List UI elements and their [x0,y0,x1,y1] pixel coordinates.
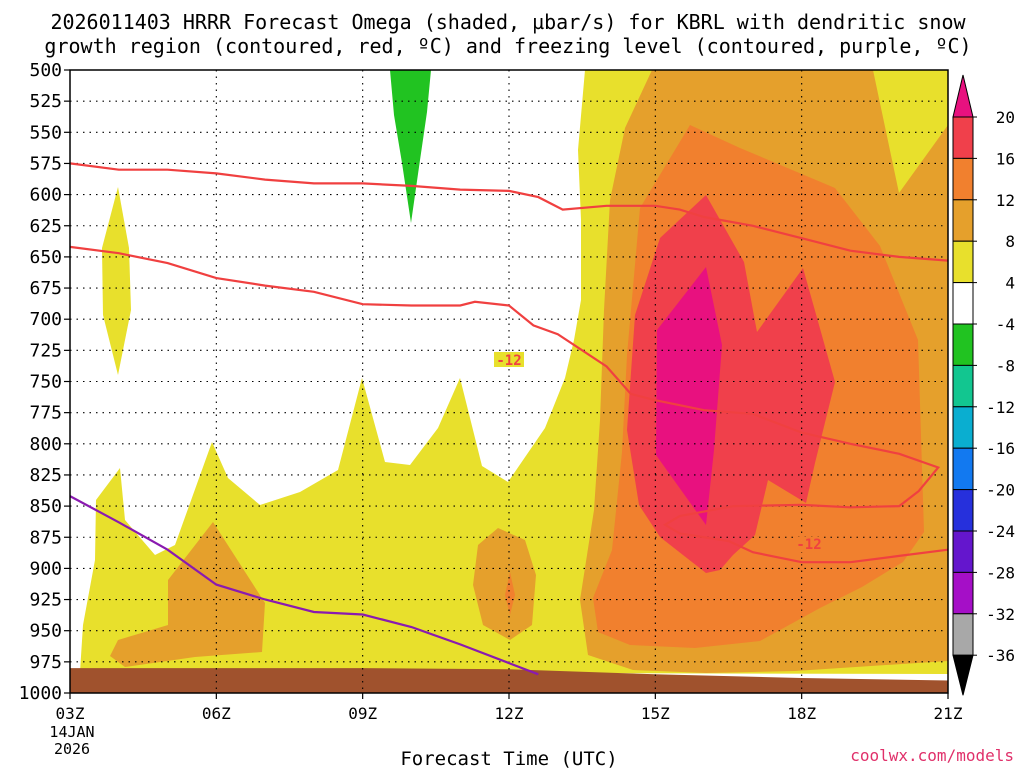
x-axis: 03Z 06Z 09Z 12Z 15Z 18Z 21Z [56,693,963,723]
colorbar-label: -28 [986,563,1015,582]
ground-surface [70,668,948,693]
y-tick-label: 875 [29,527,62,548]
dgz-contour-bottom [69,245,949,564]
y-tick-label: 950 [29,621,62,642]
colorbar-label: -12 [986,398,1015,417]
contour-label-bg-1 [494,352,524,367]
start-date-year: 2026 [54,740,90,758]
colorbar-label: -32 [986,605,1015,624]
colorbar-swatch [952,240,974,284]
colorbar-label: -16 [986,439,1015,458]
omega-fill-green [390,70,431,223]
y-axis: 500 525 550 575 600 625 650 675 700 725 750 775 800 8… [19,60,70,704]
x-tick-label: 15Z [641,704,670,723]
colorbar-label: 16 [996,149,1015,168]
y-tick-label: 700 [29,309,62,330]
colorbar-label: 20 [996,108,1015,127]
y-tick-label: 850 [29,496,62,517]
colorbar-swatch [952,116,974,159]
colorbar-label: 4 [1005,274,1015,293]
y-tick-label: 675 [29,278,62,299]
colorbar-swatch [952,282,974,325]
colorbar-swatch [952,571,974,615]
contour-label-1: -12 [496,353,521,369]
x-tick-label: 03Z [56,704,85,723]
y-tick-label: 625 [29,216,62,237]
colorbar-bottom-arrow [952,654,974,696]
colorbar-label: 12 [996,191,1015,210]
colorbar-swatch [952,613,974,656]
omega-fill-magenta [656,267,722,525]
y-tick-label: 750 [29,372,62,393]
colorbar-swatch [952,364,974,408]
omega-fill-orange-12z [505,572,515,615]
y-tick-label: 925 [29,590,62,611]
y-tick-label: 500 [29,60,62,81]
x-axis-title: Forecast Time (UTC) [400,748,617,768]
contour-label-bg-2 [796,537,822,552]
x-tick-label: 06Z [202,704,231,723]
dgz-contour-top [69,162,949,262]
colorbar-swatch [952,406,974,449]
colorbar-label: -4 [996,315,1015,334]
y-tick-label: 525 [29,91,62,112]
x-tick-label: 21Z [934,704,963,723]
omega-fill-light-orange-12z [473,528,536,640]
colorbar-swatch [952,530,974,573]
x-tick-label: 18Z [787,704,816,723]
chart-title-line1: 2026011403 HRRR Forecast Omega (shaded, … [50,10,966,34]
y-tick-label: 1000 [19,683,62,704]
freezing-level-line [69,495,539,676]
start-date-day: 14JAN [49,723,94,741]
y-tick-label: 775 [29,403,62,424]
y-tick-label: 550 [29,122,62,143]
colorbar-swatch [952,157,974,201]
colorbar-swatch [952,447,974,491]
y-tick-label: 975 [29,652,62,673]
colorbar-swatch [952,323,974,366]
y-tick-label: 650 [29,247,62,268]
contour-label-2: -12 [796,537,821,553]
y-tick-label: 600 [29,185,62,206]
colorbar: 20 16 12 8 4 -4 -8 -12 -16 -20 -24 -28 -32 -36 [952,74,1015,696]
x-tick-label: 12Z [495,704,524,723]
colorbar-swatch [952,199,974,242]
colorbar-top-arrow [952,74,974,118]
colorbar-label: -20 [986,481,1015,500]
omega-shading [70,70,948,693]
y-tick-label: 725 [29,340,62,361]
watermark: coolwx.com/models [850,746,1014,765]
y-tick-label: 900 [29,558,62,579]
colorbar-label: -8 [996,356,1015,375]
y-tick-label: 825 [29,465,62,486]
omega-fill-yellow-lobe [102,187,131,375]
colorbar-label: -36 [986,646,1015,665]
colorbar-label: -24 [986,522,1015,541]
colorbar-label: 8 [1005,232,1015,251]
y-tick-label: 575 [29,153,62,174]
colorbar-swatch [952,489,974,532]
x-tick-label: 09Z [348,704,377,723]
chart-title-line2: growth region (contoured, red, ºC) and f… [44,34,971,58]
y-tick-label: 800 [29,434,62,455]
